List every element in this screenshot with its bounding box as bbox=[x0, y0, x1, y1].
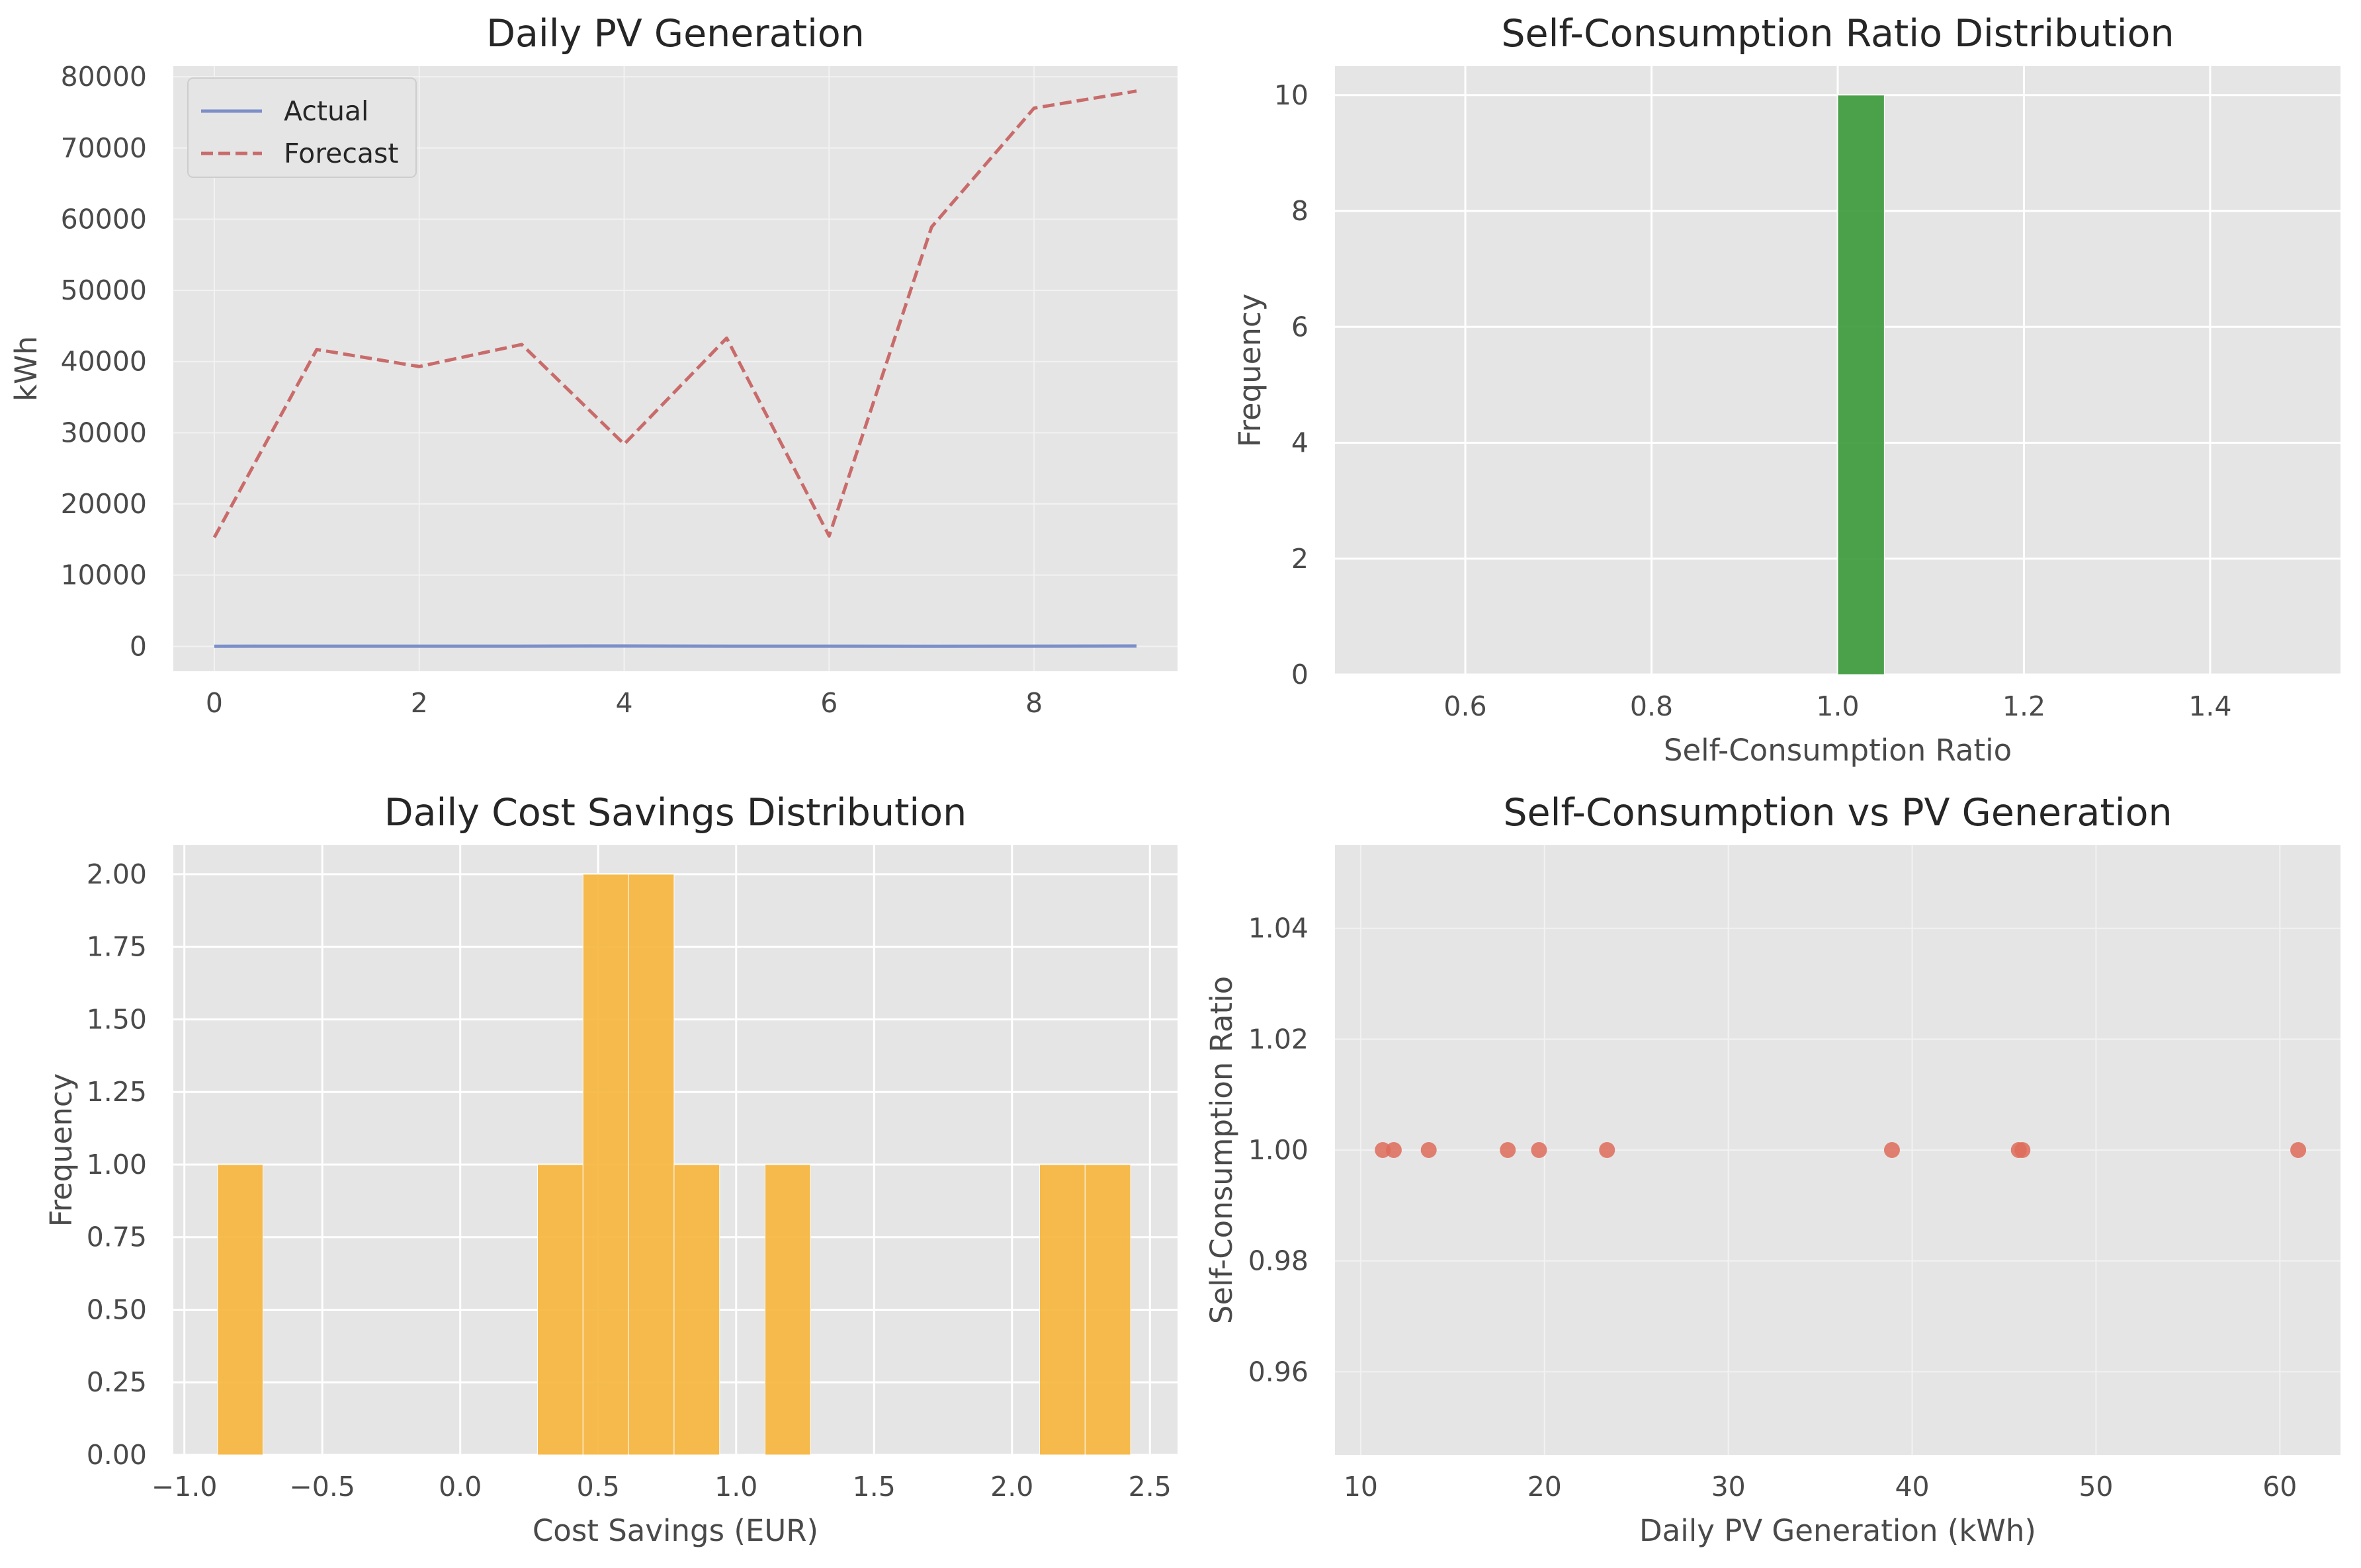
x-tick-label: 2 bbox=[411, 687, 428, 719]
histogram-bar bbox=[1837, 95, 1885, 675]
y-tick-label: 1.75 bbox=[87, 931, 147, 963]
histogram-bar bbox=[1039, 1164, 1086, 1456]
x-tick-label: 6 bbox=[820, 687, 837, 719]
y-tick-label: 2.00 bbox=[87, 858, 147, 890]
x-tick-label: 60 bbox=[2262, 1471, 2297, 1503]
y-tick-label: 10000 bbox=[61, 559, 147, 591]
y-axis-label: Frequency bbox=[44, 1073, 79, 1227]
chart-title: Daily Cost Savings Distribution bbox=[384, 791, 967, 835]
x-tick-label: 4 bbox=[616, 687, 633, 719]
series-line-forecast bbox=[212, 89, 1137, 538]
scatter-point bbox=[1531, 1142, 1547, 1158]
x-tick-label: 1.4 bbox=[2188, 690, 2231, 722]
y-tick-label: 0.96 bbox=[1248, 1356, 1309, 1387]
x-tick-label: 1.0 bbox=[1816, 690, 1859, 722]
x-tick-label: 2.5 bbox=[1129, 1471, 1172, 1503]
x-tick-label: 1.0 bbox=[714, 1471, 757, 1503]
histogram-bar bbox=[673, 1164, 720, 1456]
y-tick-label: 4 bbox=[1291, 427, 1309, 459]
y-tick-label: 70000 bbox=[61, 132, 147, 164]
chart-1: 0 2 4 6 8 0 10000 20000 30000 40000 50000 60000 7000… bbox=[9, 12, 1178, 719]
scatter-point bbox=[1500, 1142, 1516, 1158]
y-tick-label: 80000 bbox=[61, 61, 147, 93]
x-axis-label: Self-Consumption Ratio bbox=[1664, 733, 2012, 768]
x-tick-label: 0.6 bbox=[1443, 690, 1486, 722]
y-tick-label: 0.75 bbox=[87, 1221, 147, 1253]
y-tick-label: 0.25 bbox=[87, 1366, 147, 1398]
x-tick-label: 1.2 bbox=[2002, 690, 2045, 722]
x-tick-label: 0.5 bbox=[577, 1471, 620, 1503]
y-tick-label: 0.50 bbox=[87, 1294, 147, 1325]
y-tick-label: 0 bbox=[130, 630, 147, 662]
histogram-bar bbox=[628, 874, 675, 1456]
y-tick-label: 0 bbox=[1291, 659, 1309, 690]
y-tick-label: 0.98 bbox=[1248, 1245, 1309, 1277]
x-tick-label: 40 bbox=[1895, 1471, 1929, 1503]
scatter-point bbox=[1375, 1142, 1391, 1158]
histogram-bar bbox=[1084, 1164, 1131, 1456]
chart-title: Daily PV Generation bbox=[486, 12, 865, 56]
y-tick-label: 2 bbox=[1291, 543, 1309, 575]
x-tick-label: 20 bbox=[1527, 1471, 1562, 1503]
scatter-point bbox=[2290, 1142, 2307, 1158]
scatter-point bbox=[1385, 1142, 1402, 1158]
y-tick-label: 1.02 bbox=[1248, 1023, 1309, 1055]
y-tick-label: 6 bbox=[1291, 311, 1309, 343]
y-tick-label: 60000 bbox=[61, 203, 147, 235]
x-axis-label: Daily PV Generation (kWh) bbox=[1639, 1513, 2036, 1548]
x-tick-label: 2.0 bbox=[990, 1471, 1033, 1503]
chart-title: Self-Consumption vs PV Generation bbox=[1503, 791, 2172, 835]
y-tick-label: 20000 bbox=[61, 488, 147, 520]
y-tick-label: 1.00 bbox=[87, 1149, 147, 1180]
y-tick-label: 30000 bbox=[61, 417, 147, 448]
scatter-point bbox=[1420, 1142, 1437, 1158]
y-tick-label: 1.04 bbox=[1248, 913, 1309, 944]
x-tick-label: 10 bbox=[1344, 1471, 1378, 1503]
y-tick-label: 10 bbox=[1274, 79, 1309, 111]
y-tick-label: 40000 bbox=[61, 346, 147, 378]
y-tick-label: 1.00 bbox=[1248, 1134, 1309, 1166]
histogram-bar bbox=[537, 1164, 583, 1456]
y-axis-label: Frequency bbox=[1232, 294, 1267, 447]
legend-label: Actual bbox=[284, 95, 368, 127]
histogram-bar bbox=[217, 1164, 264, 1456]
x-tick-label: 30 bbox=[1711, 1471, 1746, 1503]
y-axis-label: Self-Consumption Ratio bbox=[1204, 976, 1239, 1324]
x-tick-label: 0 bbox=[206, 687, 223, 719]
y-axis-label: kWh bbox=[9, 336, 44, 401]
y-tick-label: 1.25 bbox=[87, 1076, 147, 1108]
scatter-point bbox=[1599, 1142, 1615, 1158]
x-tick-label: 50 bbox=[2079, 1471, 2113, 1503]
y-tick-label: 0.00 bbox=[87, 1439, 147, 1471]
legend-label: Forecast bbox=[284, 138, 399, 169]
scatter-point bbox=[1883, 1142, 1900, 1158]
x-tick-label: 0.0 bbox=[439, 1471, 482, 1503]
chart-4: 10 20 30 40 50 60 0.96 0.98 1.00 1.02 1.04 Self-Con… bbox=[1204, 791, 2340, 1548]
chart-2: 0.6 0.8 1.0 1.2 1.4 0 2 4 6 8 10 Self-Consumption R… bbox=[1232, 12, 2340, 768]
scatter-point bbox=[2014, 1142, 2031, 1158]
x-axis-label: Cost Savings (EUR) bbox=[533, 1513, 818, 1548]
x-tick-label: −0.5 bbox=[289, 1471, 355, 1503]
histogram-bar bbox=[582, 874, 629, 1456]
histogram-bar bbox=[765, 1164, 811, 1456]
x-tick-label: 8 bbox=[1025, 687, 1043, 719]
y-tick-label: 50000 bbox=[61, 274, 147, 306]
x-tick-label: 0.8 bbox=[1630, 690, 1673, 722]
chart-3: −1.0 −0.5 0.0 0.5 1.0 1.5 2.0 2.5 0.00 0.25 0.50 0.… bbox=[44, 791, 1178, 1548]
x-tick-label: 1.5 bbox=[853, 1471, 896, 1503]
y-tick-label: 8 bbox=[1291, 195, 1309, 227]
x-tick-label: −1.0 bbox=[151, 1471, 218, 1503]
y-tick-label: 1.50 bbox=[87, 1003, 147, 1035]
chart-title: Self-Consumption Ratio Distribution bbox=[1501, 12, 2174, 56]
